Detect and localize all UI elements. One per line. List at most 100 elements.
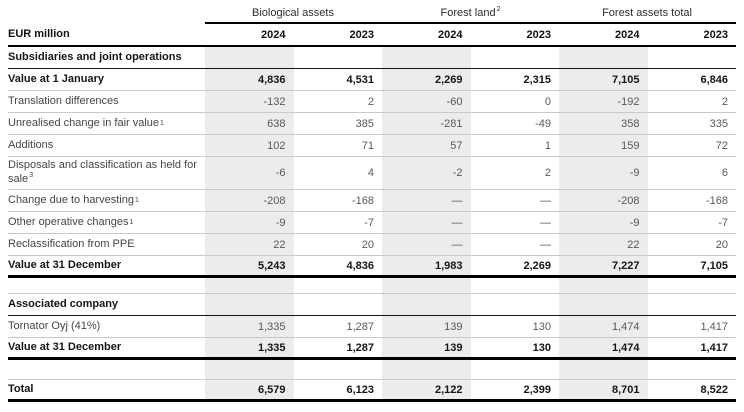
cell-value: 1,983 (382, 256, 471, 275)
cell-value: 139 (382, 316, 471, 337)
row-label: Total (8, 382, 34, 395)
group-biological-assets: Biological assets (252, 7, 334, 19)
cell-value: 2,269 (382, 69, 471, 90)
row-label: Value at 1 January (8, 72, 104, 85)
row-label: Translation differences (8, 94, 119, 107)
cell-value: 102 (205, 135, 294, 156)
table-row: Additions 102 71 57 1 159 72 (8, 135, 736, 157)
cell-value (294, 47, 383, 68)
cell-value (205, 360, 294, 379)
total-row-value-31-december: Value at 31 December 1,335 1,287 139 130… (8, 338, 736, 360)
cell-value: 159 (559, 135, 648, 156)
cell-value: 358 (559, 113, 648, 134)
cell-value: 130 (532, 341, 551, 354)
group-header-cells: Biological assets Forest land2 Forest as… (205, 4, 736, 24)
row-label: Reclassification from PPE (8, 237, 135, 250)
cell-value: 1,474 (559, 338, 648, 357)
cell-value: -168 (351, 194, 374, 207)
cell-value (205, 278, 294, 293)
cell-value: 2 (721, 95, 728, 108)
row-label: Value at 31 December (8, 258, 122, 271)
year-header: 2023 (526, 28, 551, 41)
cell-value: -49 (535, 117, 551, 130)
cell-value: 4,836 (346, 259, 374, 272)
cell-value: 2 (367, 95, 374, 108)
cell-value: 4,836 (205, 69, 294, 90)
cell-value: -208 (205, 190, 294, 211)
cell-value: 7,227 (559, 256, 648, 275)
cell-value: 72 (715, 139, 728, 152)
cell-value: 1,474 (559, 316, 648, 337)
table-row: Change due to harvesting 1 -208 -168 — — … (8, 190, 736, 212)
cell-value: — (540, 216, 551, 229)
cell-value: 20 (715, 238, 728, 251)
cell-value: 638 (205, 113, 294, 134)
cell-value (382, 294, 471, 315)
row-label: Disposals and classification as held for… (8, 159, 197, 185)
row-label (8, 278, 205, 293)
cell-value: -7 (718, 216, 728, 229)
cell-value (648, 278, 737, 293)
cell-value: 22 (559, 234, 648, 255)
cell-value: 2,122 (382, 380, 471, 399)
row-label: Change due to harvesting 1 (8, 193, 139, 206)
section-row-subsidiaries: Subsidiaries and joint operations (8, 47, 736, 69)
cell-value: 1,335 (205, 316, 294, 337)
cell-value: 4,531 (346, 73, 374, 86)
cell-value: -132 (205, 91, 294, 112)
cell-value: 1 (544, 139, 551, 152)
total-row-value-31-december: Value at 31 December 5,243 4,836 1,983 2… (8, 256, 736, 278)
cell-value: -9 (559, 212, 648, 233)
column-group-header-row: Biological assets Forest land2 Forest as… (8, 4, 736, 24)
cell-value: 385 (355, 117, 374, 130)
cell-value: 6 (721, 167, 728, 179)
cell-value (471, 278, 560, 293)
forest-assets-table: Biological assets Forest land2 Forest as… (8, 4, 736, 402)
cell-value: -9 (559, 157, 648, 189)
spacer-row (8, 278, 736, 294)
cell-value: 130 (532, 320, 551, 333)
cell-value: 22 (205, 234, 294, 255)
cell-value (294, 294, 383, 315)
cell-value: -2 (382, 157, 471, 189)
cell-value: -6 (205, 157, 294, 189)
cell-value: 0 (544, 95, 551, 108)
cell-value: -168 (705, 194, 728, 207)
year-header: 2024 (615, 28, 640, 41)
table-row: Value at 1 January 4,836 4,531 2,269 2,3… (8, 69, 736, 91)
group-forest-assets-total: Forest assets total (602, 7, 692, 19)
cell-value (471, 360, 560, 379)
cell-value (294, 278, 383, 293)
cell-value: 6,579 (205, 380, 294, 399)
cell-value: 2 (544, 167, 551, 179)
cell-value: 1,287 (346, 320, 374, 333)
cell-value: — (382, 234, 471, 255)
table-row: Reclassification from PPE 22 20 — — 22 2… (8, 234, 736, 256)
table-row: Disposals and classification as held for… (8, 157, 736, 190)
cell-value: 57 (382, 135, 471, 156)
cell-value (382, 47, 471, 68)
group-forest-land: Forest land2 (440, 6, 501, 19)
year-header: 2024 (261, 28, 286, 41)
cell-value: 5,243 (205, 256, 294, 275)
cell-value: 6,123 (346, 383, 374, 396)
cell-value (382, 278, 471, 293)
group-header-gap (8, 4, 205, 24)
cell-value: 2,315 (523, 73, 551, 86)
cell-value: 7,105 (559, 69, 648, 90)
spacer-row (8, 360, 736, 380)
row-label: Tornator Oyj (41%) (8, 319, 101, 332)
year-header: 2024 (438, 28, 463, 41)
cell-value: 2,269 (523, 259, 551, 272)
row-label (8, 360, 205, 379)
row-label: Subsidiaries and joint operations (8, 50, 182, 63)
cell-value (559, 278, 648, 293)
cell-value (471, 47, 560, 68)
cell-value (559, 47, 648, 68)
cell-value (205, 47, 294, 68)
table-row: Unrealised change in fair value 1 638 385… (8, 113, 736, 135)
cell-value (648, 294, 737, 315)
cell-value: 7,105 (700, 259, 728, 272)
cell-value (648, 47, 737, 68)
total-row-grand-total: Total 6,579 6,123 2,122 2,399 8,701 8,52… (8, 380, 736, 402)
